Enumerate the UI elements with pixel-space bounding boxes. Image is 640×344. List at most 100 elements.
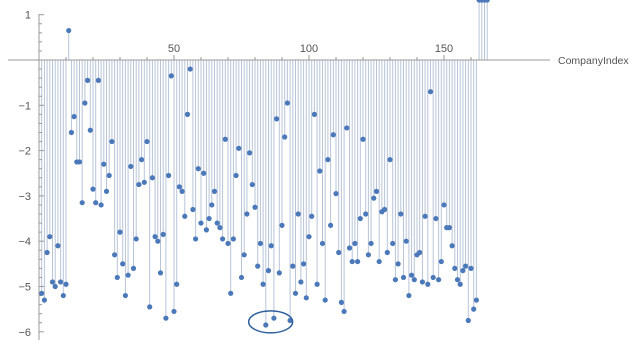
data-point xyxy=(360,136,366,142)
data-point xyxy=(76,159,83,165)
data-point xyxy=(301,261,307,267)
data-point xyxy=(392,277,398,283)
data-point xyxy=(47,234,53,240)
data-point xyxy=(176,184,182,190)
data-point xyxy=(465,317,471,324)
data-point xyxy=(276,270,282,276)
data-point xyxy=(44,249,50,256)
data-point xyxy=(179,188,185,194)
data-point xyxy=(303,295,309,301)
data-point xyxy=(71,114,77,120)
data-point xyxy=(49,279,56,285)
data-point xyxy=(255,263,261,269)
data-point xyxy=(58,279,64,285)
data-point xyxy=(68,129,74,136)
data-point xyxy=(319,240,326,247)
data-point xyxy=(157,270,164,276)
data-point xyxy=(52,283,58,290)
data-points xyxy=(39,0,490,328)
data-point xyxy=(317,168,323,174)
data-point xyxy=(384,249,390,256)
x-ticks: 50 100 150 xyxy=(65,43,472,60)
data-point xyxy=(295,211,301,217)
x-tick-label: 50 xyxy=(168,43,180,55)
data-point xyxy=(187,66,193,72)
data-point xyxy=(236,145,242,151)
data-point xyxy=(357,215,363,222)
data-point xyxy=(368,240,374,247)
data-point xyxy=(257,240,263,247)
data-point xyxy=(400,274,407,281)
data-point xyxy=(425,281,431,287)
data-point xyxy=(436,277,442,283)
data-point xyxy=(60,292,66,299)
data-point xyxy=(484,0,490,3)
data-point xyxy=(241,252,247,258)
x-axis-label: CompanyIndex xyxy=(558,55,629,67)
y-ticks: 1 −1 −2 −3 −4 −5 −6 xyxy=(18,10,44,339)
data-point xyxy=(109,138,115,145)
data-point xyxy=(114,274,120,281)
data-point xyxy=(355,258,361,265)
data-point xyxy=(260,281,266,287)
data-point xyxy=(244,211,250,217)
data-point xyxy=(403,238,409,244)
data-point xyxy=(112,252,118,258)
data-point xyxy=(309,213,315,219)
data-point xyxy=(290,263,296,269)
data-point xyxy=(220,236,226,242)
data-point xyxy=(398,211,404,217)
data-point xyxy=(63,281,69,287)
data-point xyxy=(90,186,96,192)
data-point xyxy=(330,132,336,138)
data-point xyxy=(120,261,126,267)
data-point xyxy=(130,265,137,271)
data-point xyxy=(311,111,317,117)
data-point xyxy=(411,277,417,283)
data-point xyxy=(373,188,380,194)
data-point xyxy=(193,236,199,242)
data-point xyxy=(85,77,91,83)
data-point xyxy=(122,292,128,299)
data-point xyxy=(228,290,234,296)
data-point xyxy=(449,243,455,249)
data-point xyxy=(184,111,191,117)
data-point xyxy=(128,163,134,170)
stem-lines xyxy=(41,0,488,326)
data-point xyxy=(201,170,207,176)
data-point xyxy=(141,179,147,185)
x-tick-label: 150 xyxy=(435,43,453,55)
data-point xyxy=(430,274,436,281)
data-point xyxy=(341,308,347,315)
data-point xyxy=(352,240,358,247)
data-point xyxy=(371,195,377,201)
data-point xyxy=(147,304,153,310)
data-point xyxy=(365,252,371,258)
data-point xyxy=(265,268,272,274)
data-point xyxy=(163,315,169,321)
data-point xyxy=(463,263,469,269)
data-point xyxy=(125,272,131,278)
data-point xyxy=(417,249,423,256)
data-point xyxy=(268,243,274,249)
data-point xyxy=(133,236,139,242)
data-point xyxy=(166,172,172,179)
data-point xyxy=(376,258,382,265)
data-point xyxy=(214,220,220,226)
data-point xyxy=(306,234,312,240)
data-point xyxy=(93,200,99,206)
data-point xyxy=(182,213,188,219)
data-point xyxy=(160,231,166,238)
data-point xyxy=(238,274,245,281)
data-point xyxy=(338,299,344,305)
data-point xyxy=(174,281,180,287)
data-point xyxy=(168,73,174,79)
y-tick-label: −6 xyxy=(18,327,31,339)
data-point xyxy=(117,229,123,235)
y-tick-label: −1 xyxy=(18,100,31,112)
data-point xyxy=(382,206,388,213)
data-point xyxy=(203,227,209,233)
data-point xyxy=(139,157,145,163)
data-point xyxy=(284,100,290,106)
